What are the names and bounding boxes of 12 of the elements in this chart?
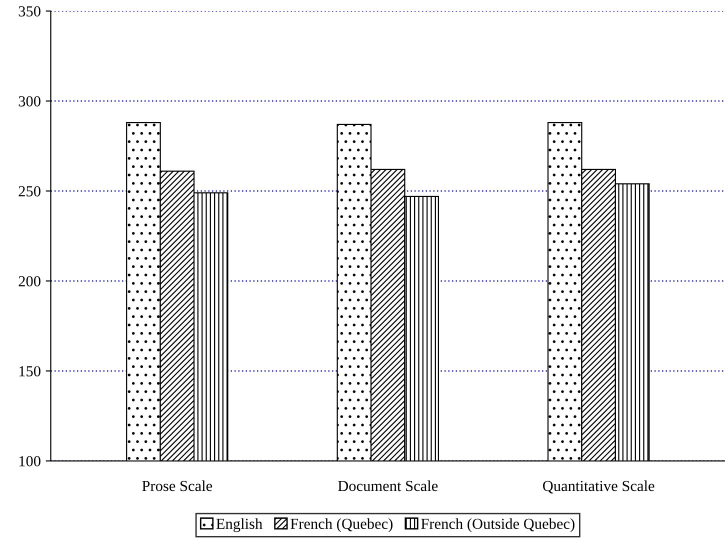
x-tick-label: Document Scale xyxy=(338,480,438,492)
y-tick-label: 350 xyxy=(18,6,40,16)
y-tick-label: 300 xyxy=(18,96,40,106)
x-tick-label: Prose Scale xyxy=(142,480,212,492)
legend-label: English xyxy=(216,518,262,532)
y-tick-label: 150 xyxy=(19,366,40,376)
y-tick-label: 100 xyxy=(19,456,40,466)
x-tick-label: Quantitative Scale xyxy=(542,480,654,494)
legend-label: French (Outside Quebec) xyxy=(421,518,574,532)
y-tick-label: 250 xyxy=(18,186,40,196)
legend-label: French (Quebec) xyxy=(290,518,393,532)
y-tick-label: 200 xyxy=(18,276,40,286)
